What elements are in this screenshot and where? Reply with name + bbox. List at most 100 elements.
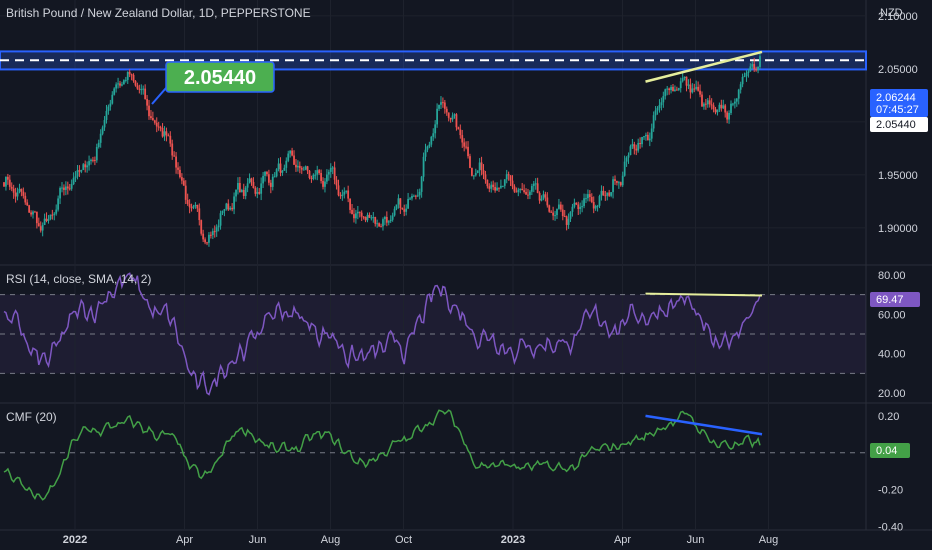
candle-body	[134, 80, 137, 86]
candle-body	[492, 184, 495, 188]
candle-body	[722, 105, 725, 109]
candle-body	[351, 209, 353, 215]
countdown-value: 07:45:27	[876, 104, 919, 116]
candle-body	[188, 203, 191, 208]
candle-body	[202, 233, 205, 240]
candle-body	[101, 127, 104, 134]
candle-body	[32, 211, 34, 215]
candle-body	[115, 84, 118, 89]
candle-body	[318, 170, 321, 173]
candle-body	[664, 89, 667, 97]
candle-body	[325, 174, 328, 182]
candle-body	[546, 197, 549, 206]
candle-body	[382, 219, 384, 227]
drawing-overlays	[645, 50, 763, 436]
candle-body	[403, 209, 406, 212]
candle-body	[138, 88, 141, 90]
candle-body	[327, 171, 330, 175]
time-tick: Jun	[687, 534, 705, 546]
candle-body	[598, 196, 601, 206]
candle-body	[401, 207, 404, 210]
candle-body	[739, 84, 742, 90]
candle-body	[658, 105, 661, 109]
candle-body	[343, 191, 346, 195]
candle-body	[730, 103, 732, 113]
candle-body	[90, 159, 92, 162]
candle-body	[600, 190, 603, 197]
time-tick: Apr	[614, 534, 631, 546]
candle-body	[368, 214, 371, 218]
candle-body	[627, 155, 630, 158]
candle-body	[298, 165, 301, 168]
candle-body	[159, 127, 162, 129]
candle-body	[674, 89, 676, 92]
candle-body	[169, 135, 172, 144]
candle-body	[225, 203, 228, 210]
candle-body	[759, 56, 761, 67]
candle-body	[411, 195, 413, 199]
currency-label: NZD	[880, 7, 903, 19]
candle-body	[310, 177, 313, 179]
candle-body	[304, 166, 307, 170]
chart-title: British Pound / New Zealand Dollar, 1D, …	[6, 6, 311, 20]
candle-body	[177, 167, 179, 170]
candle-body	[631, 144, 634, 147]
candle-body	[567, 218, 570, 225]
candle-body	[496, 187, 498, 191]
candle-body	[424, 149, 427, 157]
candle-body	[126, 71, 129, 80]
candle-body	[180, 177, 183, 181]
candle-body	[569, 211, 572, 219]
candle-body	[86, 165, 89, 168]
candle-body	[47, 219, 50, 221]
candle-body	[200, 220, 203, 234]
candle-body	[374, 217, 377, 224]
candle-body	[556, 208, 558, 216]
candle-body	[534, 183, 537, 185]
candle-body	[440, 102, 442, 105]
candle-body	[99, 133, 102, 143]
candle-body	[68, 188, 71, 190]
candle-body	[105, 110, 108, 120]
candle-body	[389, 219, 392, 222]
candle-body	[436, 108, 439, 125]
candle-body	[179, 169, 181, 178]
candle-body	[372, 217, 375, 219]
candle-body	[97, 142, 100, 148]
level-price-label: 2.05440	[870, 117, 928, 132]
candle-body	[43, 218, 46, 225]
candle-body	[393, 208, 396, 216]
candle-body	[583, 198, 585, 207]
candle-body	[604, 195, 607, 197]
candle-body	[190, 207, 193, 209]
candle-body	[434, 124, 437, 134]
candle-body	[500, 185, 502, 188]
candle-body	[316, 170, 319, 175]
candle-body	[486, 179, 489, 187]
candle-body	[155, 122, 158, 127]
candle-body	[80, 169, 83, 172]
candle-body	[689, 84, 692, 93]
candle-body	[242, 190, 245, 196]
candle-body	[614, 179, 616, 181]
candle-body	[364, 216, 367, 221]
price-callout[interactable]: 2.05440	[151, 61, 275, 105]
candle-body	[289, 150, 292, 154]
candle-body	[252, 181, 255, 188]
candle-body	[277, 163, 280, 170]
candle-body	[670, 86, 672, 91]
candle-body	[714, 109, 717, 113]
candle-body	[745, 72, 748, 77]
candle-body	[515, 191, 518, 193]
candle-body	[260, 183, 263, 194]
candle-body	[380, 226, 382, 228]
time-tick: Aug	[759, 534, 779, 546]
candle-body	[337, 185, 340, 196]
candle-body	[64, 186, 67, 190]
callout-value: 2.05440	[184, 67, 256, 89]
candle-body	[461, 135, 464, 143]
candle-body	[186, 199, 189, 204]
candle-body	[457, 127, 460, 130]
candle-body	[308, 170, 311, 178]
